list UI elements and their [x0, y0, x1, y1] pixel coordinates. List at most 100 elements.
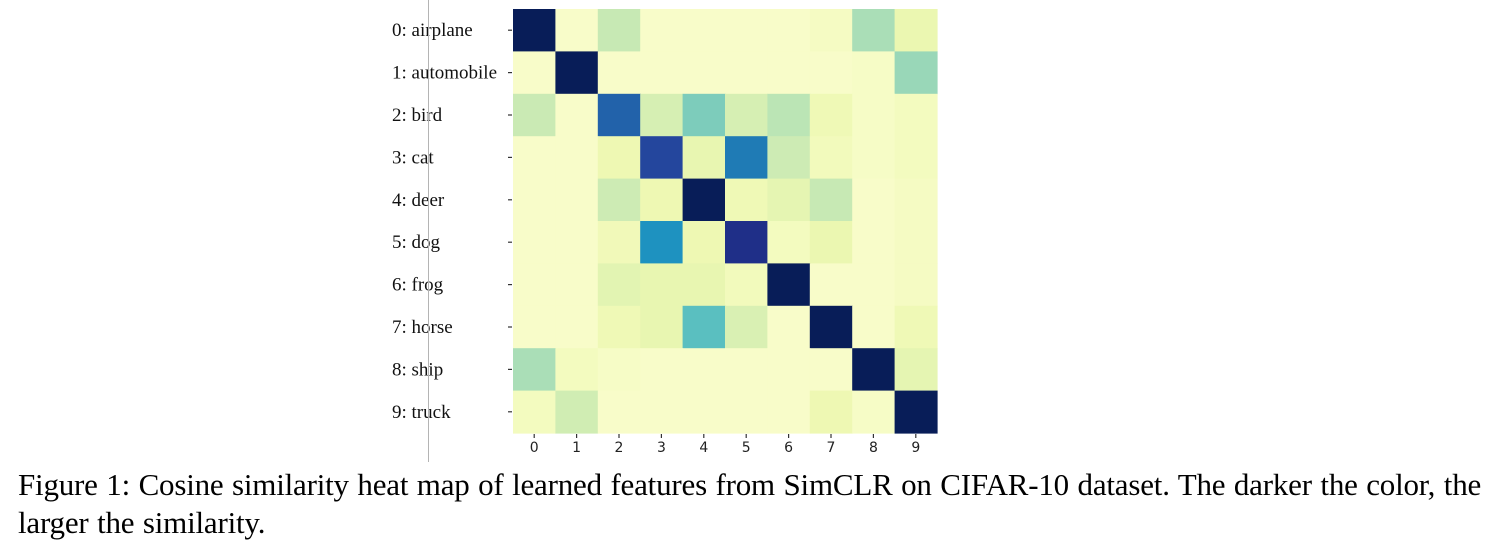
heatmap-cell-0-9: [894, 9, 938, 52]
row-label-1: 1: automobile: [392, 63, 497, 84]
heatmap-cell-3-0: [513, 136, 556, 180]
row-label-2: 2: bird: [392, 105, 443, 126]
heatmap-cell-2-9: [894, 93, 938, 137]
heatmap-cell-9-0: [513, 390, 556, 434]
heatmap-cell-5-6: [767, 221, 811, 264]
heatmap-cell-3-3: [640, 136, 684, 180]
col-label-7: 7: [827, 440, 836, 456]
heatmap-cell-8-3: [640, 348, 684, 392]
heatmap-cell-8-7: [809, 348, 853, 392]
heatmap-cell-0-0: [513, 9, 556, 52]
heatmap-cell-2-2: [597, 93, 641, 137]
row-label-5: 5: dog: [392, 232, 441, 253]
heatmap-cell-5-1: [555, 221, 599, 264]
figure-caption: Figure 1: Cosine similarity heat map of …: [18, 466, 1488, 542]
heatmap-cell-5-5: [725, 221, 768, 264]
heatmap-cell-6-7: [809, 263, 853, 307]
col-label-5: 5: [742, 440, 751, 456]
col-label-1: 1: [572, 440, 581, 456]
heatmap-cell-1-3: [640, 51, 684, 95]
heatmap-cell-0-4: [682, 9, 726, 52]
heatmap-cell-5-2: [597, 221, 641, 264]
heatmap-cell-5-8: [852, 221, 896, 264]
heatmap-cell-9-4: [682, 390, 726, 434]
heatmap-cell-6-9: [894, 263, 938, 307]
heatmap-cell-3-8: [852, 136, 896, 180]
heatmap-cell-4-3: [640, 178, 684, 222]
heatmap-cell-3-4: [682, 136, 726, 180]
heatmap-cell-3-2: [597, 136, 641, 180]
heatmap-cell-6-3: [640, 263, 684, 307]
heatmap-cell-7-1: [555, 305, 599, 349]
col-label-9: 9: [911, 440, 920, 456]
heatmap-cell-3-6: [767, 136, 811, 180]
heatmap-chart: 0: airplane 1: automobile 2: bird 3: cat 4: …: [392, 9, 938, 456]
col-label-2: 2: [615, 440, 624, 456]
row-label-7: 7: horse: [392, 317, 453, 338]
heatmap-cell-5-7: [809, 221, 853, 264]
heatmap-cell-6-8: [852, 263, 896, 307]
row-label-3: 3: cat: [392, 147, 434, 168]
heatmap-cell-1-7: [809, 51, 853, 95]
heatmap-cell-9-6: [767, 390, 811, 434]
heatmap-cell-8-8: [852, 348, 896, 392]
heatmap-cell-5-4: [682, 221, 726, 264]
heatmap-cell-9-5: [725, 390, 768, 434]
heatmap-cell-5-9: [894, 221, 938, 264]
row-labels: 0: airplane 1: automobile 2: bird 3: cat 4: …: [392, 20, 512, 423]
heatmap-cell-4-8: [852, 178, 896, 222]
row-label-6: 6: frog: [392, 275, 444, 296]
heatmap-cell-8-4: [682, 348, 726, 392]
heatmap-cell-3-5: [725, 136, 768, 180]
col-label-0: 0: [530, 440, 539, 456]
heatmap-cell-8-5: [725, 348, 768, 392]
heatmap-cell-0-1: [555, 9, 599, 52]
heatmap-cell-4-5: [725, 178, 768, 222]
col-label-8: 8: [869, 440, 878, 456]
heatmap-cell-9-1: [555, 390, 599, 434]
heatmap-cell-2-7: [809, 93, 853, 137]
heatmap-cell-7-0: [513, 305, 556, 349]
heatmap-cell-7-2: [597, 305, 641, 349]
vertical-guide-line: [428, 0, 429, 462]
heatmap-cell-1-2: [597, 51, 641, 95]
caption-text: Cosine similarity heat map of learned fe…: [18, 467, 1482, 540]
heatmap-cell-7-5: [725, 305, 768, 349]
heatmap-cell-4-7: [809, 178, 853, 222]
heatmap-cell-2-5: [725, 93, 768, 137]
heatmap-cell-0-6: [767, 9, 811, 52]
heatmap-cells: [513, 9, 938, 434]
heatmap-cell-0-8: [852, 9, 896, 52]
heatmap-cell-2-6: [767, 93, 811, 137]
heatmap-cell-6-0: [513, 263, 556, 307]
heatmap-cell-9-9: [894, 390, 938, 434]
heatmap-cell-0-2: [597, 9, 641, 52]
heatmap-cell-5-3: [640, 221, 684, 264]
heatmap-cell-0-3: [640, 9, 684, 52]
heatmap-cell-6-4: [682, 263, 726, 307]
heatmap-figure: 0: airplane 1: automobile 2: bird 3: cat 4: …: [392, 0, 938, 462]
column-labels: 0 1 2 3 4 5 6 7 8 9: [530, 434, 920, 456]
heatmap-cell-0-5: [725, 9, 768, 52]
heatmap-cell-8-1: [555, 348, 599, 392]
heatmap-cell-8-2: [597, 348, 641, 392]
heatmap-cell-0-7: [809, 9, 853, 52]
heatmap-cell-9-7: [809, 390, 853, 434]
heatmap-cell-1-4: [682, 51, 726, 95]
heatmap-cell-4-6: [767, 178, 811, 222]
heatmap-cell-2-8: [852, 93, 896, 137]
heatmap-cell-3-9: [894, 136, 938, 180]
heatmap-cell-6-1: [555, 263, 599, 307]
heatmap-cell-4-1: [555, 178, 599, 222]
heatmap-cell-9-3: [640, 390, 684, 434]
heatmap-cell-2-4: [682, 93, 726, 137]
heatmap-cell-7-8: [852, 305, 896, 349]
row-label-4: 4: deer: [392, 190, 445, 211]
heatmap-cell-4-0: [513, 178, 556, 222]
heatmap-cell-2-0: [513, 93, 556, 137]
heatmap-cell-4-9: [894, 178, 938, 222]
heatmap-cell-1-1: [555, 51, 599, 95]
heatmap-cell-8-9: [894, 348, 938, 392]
heatmap-cell-3-1: [555, 136, 599, 180]
heatmap-cell-2-3: [640, 93, 684, 137]
